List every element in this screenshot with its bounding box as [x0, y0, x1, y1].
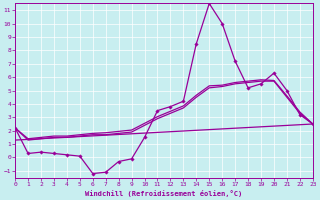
X-axis label: Windchill (Refroidissement éolien,°C): Windchill (Refroidissement éolien,°C): [85, 190, 243, 197]
